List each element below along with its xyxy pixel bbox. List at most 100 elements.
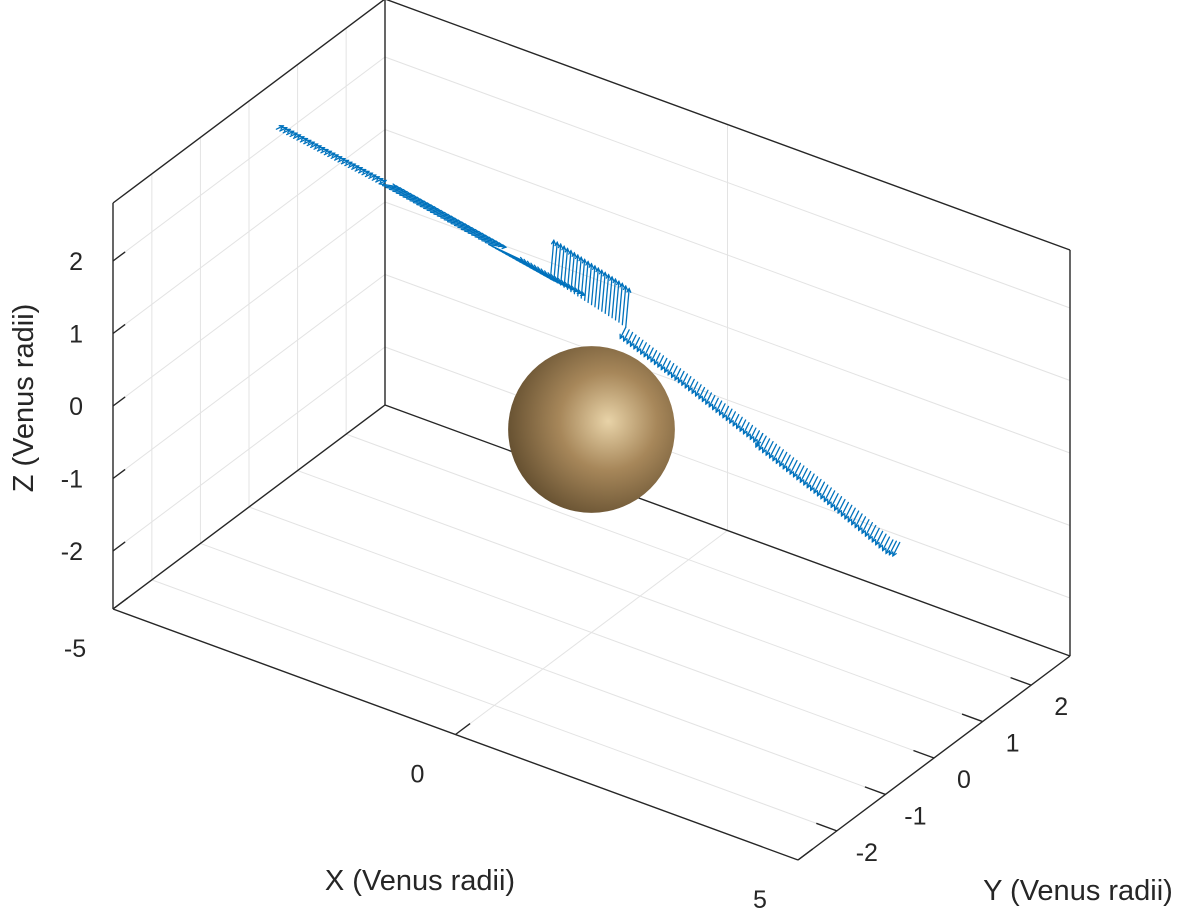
vector-arrowhead (701, 396, 707, 403)
vector-arrow (594, 267, 599, 308)
vector-arrowhead (626, 338, 632, 345)
vector-arrowhead (578, 255, 584, 262)
vector-arrow (566, 250, 572, 291)
vector-arrow (871, 527, 880, 543)
vector-arrow (691, 381, 699, 394)
vector-arrow (607, 276, 613, 317)
vector-arrow (732, 413, 740, 427)
vector-arrowhead (854, 522, 860, 529)
vector-arrow (560, 245, 565, 286)
vector-arrowhead (739, 426, 745, 433)
grid-line-back-z (384, 129, 1071, 381)
vector-arrow (820, 484, 829, 500)
vector-arrowhead (823, 496, 829, 503)
vector-arrowhead (881, 545, 887, 552)
vector-arrowhead (677, 377, 683, 384)
vector-arrowhead (347, 161, 353, 167)
vector-arrow (729, 411, 736, 424)
vector-arrow (623, 329, 630, 342)
vector-arrow (640, 342, 647, 355)
vector-arrowhead (381, 179, 388, 185)
y-tick-mark (864, 786, 886, 796)
x-tick-mark (797, 848, 813, 861)
vector-arrow (715, 400, 723, 413)
x-tick-mark (455, 723, 471, 736)
vector-arrowhead (775, 458, 781, 465)
vector-arrowhead (833, 505, 839, 512)
vector-arrow (762, 438, 771, 454)
vector-arrow (570, 252, 576, 293)
vector-arrow (772, 446, 781, 462)
vector-arrowhead (557, 242, 563, 249)
vector-arrow (755, 432, 764, 448)
vector-arrowhead (367, 172, 374, 178)
vector-arrow (779, 451, 788, 467)
vector-arrowhead (626, 287, 632, 293)
vector-arrow (789, 459, 798, 475)
vector-arrowhead (830, 502, 836, 509)
vector-arrow (688, 378, 695, 392)
vector-arrowhead (377, 177, 384, 183)
vector-arrow (718, 403, 726, 416)
vector-arrow (460, 228, 480, 233)
vector-arrowhead (371, 174, 377, 179)
y-axis-label: Y (Venus radii) (983, 875, 1173, 907)
vector-arrow (429, 211, 449, 216)
y-tick-mark (961, 713, 983, 723)
vector-arrow (739, 419, 747, 432)
vector-arrow (629, 334, 637, 347)
box-edge-floor-back (384, 404, 1071, 657)
vector-arrow (705, 392, 713, 405)
grid-line-side-z (112, 274, 386, 479)
vector-arrowhead (820, 493, 825, 500)
z-tick-mark (112, 323, 126, 335)
vector-arrowhead (653, 359, 659, 366)
vector-arrowhead (667, 370, 673, 376)
vector-arrow (453, 224, 473, 229)
vector-arrow (816, 481, 826, 497)
vector-arrowhead (735, 423, 741, 430)
vector-arrow (580, 258, 586, 299)
vector-arrowhead (698, 393, 703, 400)
vector-arrowhead (360, 168, 367, 174)
vector-arrow (474, 236, 493, 241)
vector-arrow (402, 196, 421, 201)
vector-arrow (405, 198, 425, 203)
vector-arrow (577, 256, 582, 297)
vector-arrowhead (568, 249, 574, 256)
vector-arrow (378, 183, 397, 188)
vector-arrowhead (629, 341, 635, 348)
vector-arrowhead (588, 262, 594, 269)
vector-arrowhead (646, 354, 652, 361)
vector-arrowhead (861, 528, 867, 535)
vector-arrowhead (598, 269, 605, 275)
vector-arrow (837, 498, 846, 514)
z-axis-label: Z (Venus radii) (8, 304, 40, 493)
vector-arrowhead (718, 410, 724, 417)
vector-arrow (399, 194, 418, 199)
vector-arrow (786, 457, 795, 472)
vector-arrow (488, 243, 507, 248)
grid-line-back-z (384, 274, 1071, 526)
vector-arrowhead (295, 134, 302, 139)
vector-arrowhead (799, 477, 805, 484)
y-tick-mark (913, 749, 935, 759)
vector-arrowhead (792, 472, 798, 478)
vector-arrowhead (742, 429, 748, 435)
vector-arrowhead (357, 166, 364, 172)
vector-arrow (643, 344, 651, 358)
vector-arrowhead (715, 407, 721, 414)
vector-arrowhead (278, 125, 285, 130)
vector-arrowhead (622, 336, 628, 343)
vector-arrowhead (501, 244, 508, 250)
vector-arrow (881, 536, 891, 552)
grid-line-back-z (384, 346, 1071, 599)
vector-arrowhead (708, 402, 714, 408)
vector-arrow (749, 427, 757, 440)
vector-arrowhead (574, 253, 581, 260)
vector-arrowhead (350, 163, 357, 169)
vector-arrowhead (674, 375, 679, 382)
z-tick-mark (112, 251, 126, 262)
vector-arrow (443, 219, 463, 224)
